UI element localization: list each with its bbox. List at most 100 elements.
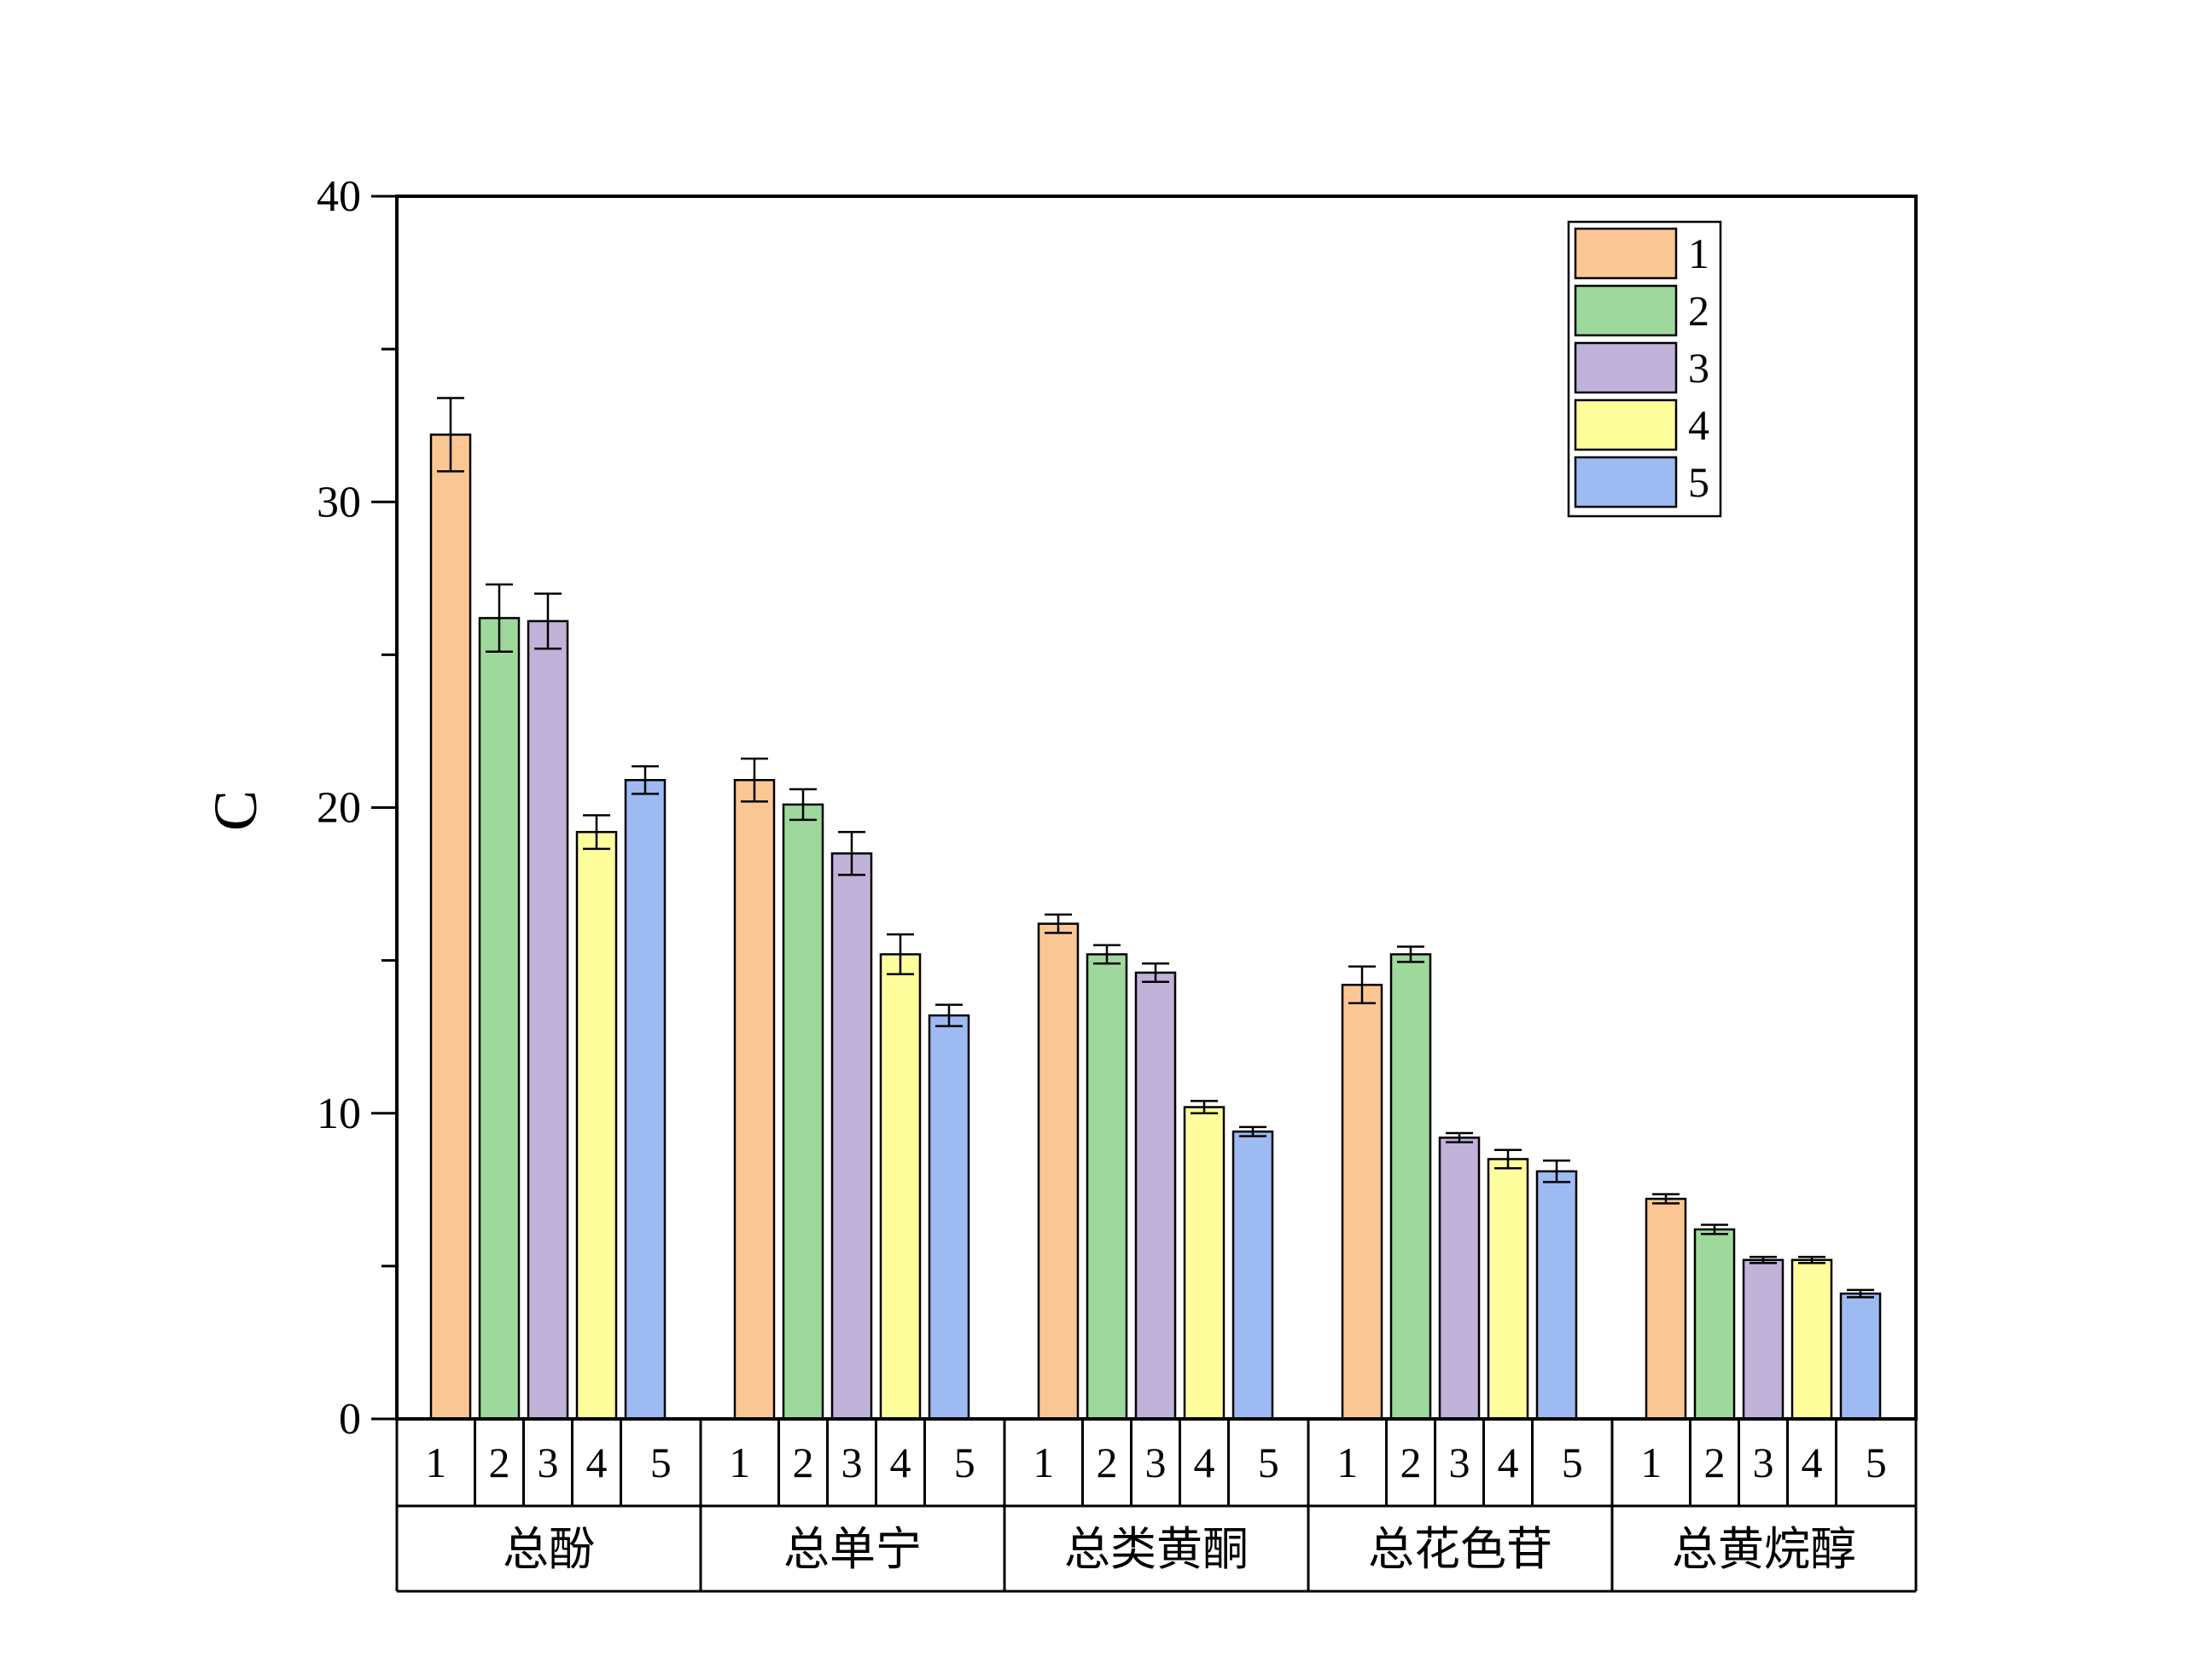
category-label: 5 [650,1439,672,1486]
legend-label-1: 1 [1688,230,1709,277]
y-axis-title: C [201,790,270,831]
category-label: 5 [1562,1439,1583,1486]
category-label: 5 [1258,1439,1279,1486]
error-bar-1-2 [486,583,513,654]
category-label: 3 [1145,1439,1167,1486]
category-label: 5 [1866,1439,1887,1486]
legend-label-2: 2 [1688,287,1709,334]
y-tick-label: 30 [317,478,361,526]
error-bar-5-3 [1750,1255,1777,1264]
error-bar-5-2 [1701,1224,1728,1235]
category-label: 1 [1336,1439,1358,1486]
error-bar-5-4 [1798,1255,1825,1264]
bar-3-3 [1134,971,1177,1421]
error-bar-2-3 [838,830,865,876]
error-bar-4-1 [1348,965,1376,1005]
bar-3-1 [1037,922,1080,1421]
error-bar-2-2 [789,788,817,822]
y-tick-label: 10 [317,1090,361,1138]
bar-5-4 [1790,1259,1833,1421]
error-bar-4-5 [1543,1160,1570,1183]
category-label: 2 [1400,1439,1422,1486]
group-label: 总类黄酮 [1064,1524,1249,1575]
bar-1-5 [624,779,667,1421]
error-bars-layer [437,397,1874,1299]
bar-2-1 [733,779,776,1421]
error-bar-3-4 [1191,1100,1218,1114]
group-label: 总单宁 [783,1524,922,1575]
category-label: 4 [586,1439,608,1486]
category-label: 2 [1097,1439,1118,1486]
category-label: 2 [489,1439,510,1486]
bar-1-2 [478,617,521,1421]
group-label: 总酚 [503,1524,595,1575]
error-bar-2-4 [887,933,914,975]
category-label: 5 [954,1439,975,1486]
error-bar-5-5 [1847,1288,1874,1299]
bar-1-3 [527,619,569,1421]
bar-1-4 [575,830,618,1421]
error-bar-2-1 [741,757,768,803]
error-bar-1-1 [437,397,464,473]
bar-5-1 [1645,1197,1687,1421]
category-label: 1 [729,1439,750,1486]
category-label: 4 [890,1439,911,1486]
y-tick-label: 0 [339,1395,361,1444]
category-label: 4 [1802,1439,1823,1486]
error-bar-4-2 [1397,945,1424,963]
category-label: 3 [538,1439,559,1486]
error-bar-3-1 [1045,913,1072,934]
bar-4-5 [1535,1170,1578,1421]
category-label: 3 [1753,1439,1774,1486]
category-label: 1 [425,1439,446,1486]
bar-2-3 [830,852,873,1421]
error-bar-3-2 [1093,944,1121,965]
bar-2-2 [782,803,824,1421]
category-label: 2 [793,1439,814,1486]
error-bar-3-5 [1239,1125,1266,1137]
bar-5-3 [1742,1259,1785,1421]
error-bar-1-5 [632,764,659,795]
bar-4-1 [1341,984,1383,1421]
group-label: 总花色苷 [1368,1524,1552,1575]
bar-2-4 [879,953,922,1421]
legend-swatch-1 [1574,227,1678,280]
axis-layer: 0 10 20 30 40 [317,172,1918,1444]
y-tick-label: 20 [317,784,361,833]
error-bar-4-4 [1494,1148,1522,1170]
bar-5-2 [1693,1228,1736,1421]
bar-4-3 [1438,1136,1481,1421]
category-label: 4 [1498,1439,1519,1486]
bar-4-4 [1487,1158,1529,1421]
legend-label-5: 5 [1688,458,1709,506]
error-bar-2-5 [935,1003,963,1027]
category-label: 2 [1704,1439,1726,1486]
error-bar-1-3 [534,592,562,650]
legend-label-4: 4 [1688,401,1709,449]
legend-swatch-5 [1574,456,1678,509]
legend: 1 2 3 4 5 [1567,220,1722,518]
error-bar-4-3 [1446,1131,1473,1144]
error-bar-3-3 [1142,962,1169,983]
bar-3-2 [1086,953,1128,1421]
error-bar-5-1 [1652,1193,1680,1205]
error-bar-1-4 [583,814,610,851]
group-label: 总黄烷醇 [1672,1524,1856,1575]
category-label: 1 [1033,1439,1054,1486]
legend-swatch-2 [1574,284,1678,337]
legend-label-3: 3 [1688,344,1709,392]
category-label: 3 [1449,1439,1470,1486]
legend-swatch-3 [1574,341,1678,394]
legend-swatch-4 [1574,398,1678,451]
category-label: 1 [1640,1439,1662,1486]
category-label: 3 [841,1439,863,1486]
bar-2-5 [928,1014,970,1421]
bar-4-2 [1389,953,1432,1421]
y-tick-label: 40 [317,172,361,221]
bar-3-5 [1231,1130,1274,1421]
bar-1-1 [429,433,472,1421]
bar-3-4 [1183,1106,1226,1421]
